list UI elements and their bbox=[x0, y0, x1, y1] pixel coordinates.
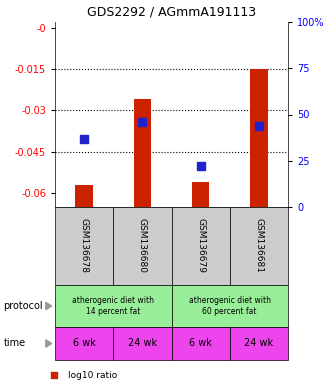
Text: log10 ratio: log10 ratio bbox=[68, 371, 117, 379]
Bar bbox=[230, 207, 288, 285]
Point bbox=[82, 136, 87, 142]
Text: GSM136678: GSM136678 bbox=[80, 218, 89, 273]
Bar bbox=[55, 327, 113, 360]
Bar bbox=[134, 99, 151, 207]
Point bbox=[256, 122, 261, 129]
Text: protocol: protocol bbox=[3, 301, 43, 311]
Text: 24 wk: 24 wk bbox=[128, 339, 157, 349]
Point bbox=[198, 163, 203, 169]
Text: GSM136681: GSM136681 bbox=[254, 218, 263, 273]
Bar bbox=[192, 182, 209, 207]
Bar bbox=[55, 285, 172, 327]
Bar bbox=[172, 285, 288, 327]
Point bbox=[51, 372, 57, 378]
Bar bbox=[75, 185, 93, 207]
Bar bbox=[113, 207, 172, 285]
Text: atherogenic diet with
60 percent fat: atherogenic diet with 60 percent fat bbox=[189, 296, 271, 316]
Point bbox=[140, 119, 145, 125]
Bar bbox=[172, 327, 230, 360]
Bar bbox=[55, 207, 113, 285]
Polygon shape bbox=[46, 340, 52, 347]
Text: 6 wk: 6 wk bbox=[73, 339, 96, 349]
Title: GDS2292 / AGmmA191113: GDS2292 / AGmmA191113 bbox=[87, 5, 256, 18]
Bar bbox=[172, 207, 230, 285]
Text: atherogenic diet with
14 percent fat: atherogenic diet with 14 percent fat bbox=[72, 296, 154, 316]
Text: GSM136679: GSM136679 bbox=[196, 218, 205, 273]
Text: 24 wk: 24 wk bbox=[244, 339, 274, 349]
Bar bbox=[113, 327, 172, 360]
Text: 6 wk: 6 wk bbox=[189, 339, 212, 349]
Polygon shape bbox=[46, 302, 52, 310]
Bar bbox=[250, 69, 268, 207]
Text: GSM136680: GSM136680 bbox=[138, 218, 147, 273]
Bar bbox=[230, 327, 288, 360]
Text: time: time bbox=[3, 339, 25, 349]
